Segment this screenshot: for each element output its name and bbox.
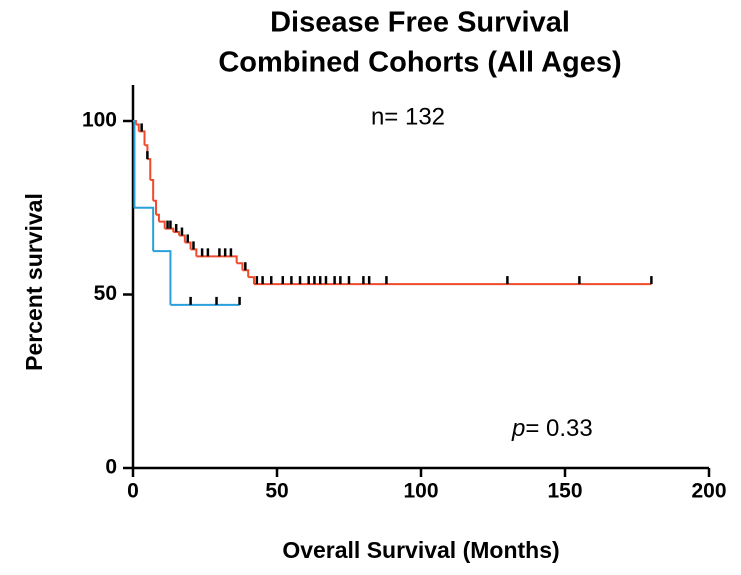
chart-title: Disease Free Survival: [270, 7, 570, 39]
survival-step: [184, 241, 192, 250]
survival-step: [164, 227, 175, 233]
survival-step: [133, 120, 136, 208]
y-tick-label: 0: [105, 456, 117, 479]
p-symbol: p: [511, 415, 525, 442]
survival-step: [153, 199, 158, 215]
survival-step: [196, 255, 238, 264]
x-tick-label: 150: [547, 480, 582, 503]
survival-step: [248, 276, 255, 285]
survival-step: [158, 220, 166, 229]
survival-step: [150, 178, 155, 201]
p-annotation: p= 0.33: [511, 415, 593, 442]
y-tick-label: 100: [82, 109, 117, 132]
y-axis-label: Percent survival: [21, 193, 47, 371]
x-axis-label: Overall Survival (Months): [282, 537, 559, 563]
survival-step: [156, 213, 160, 222]
survival-step: [173, 231, 181, 236]
survival-step: [138, 130, 146, 146]
survival-step: [134, 206, 155, 252]
x-tick-label: 100: [403, 480, 438, 503]
x-tick-label: 0: [127, 480, 139, 503]
survival-step: [179, 234, 186, 243]
survival-step: [242, 269, 250, 278]
survival-step: [190, 248, 198, 257]
y-tick-label: 50: [94, 282, 117, 305]
survival-step: [147, 158, 152, 180]
p-value: = 0.33: [525, 415, 592, 442]
x-tick-label: 50: [265, 480, 288, 503]
survival-step: [153, 250, 172, 305]
survival-step: [135, 123, 140, 132]
x-tick-label: 200: [691, 480, 726, 503]
chart-title: Combined Cohorts (All Ages): [218, 47, 621, 79]
n-annotation: n= 132: [371, 103, 445, 130]
survival-step: [236, 262, 244, 271]
